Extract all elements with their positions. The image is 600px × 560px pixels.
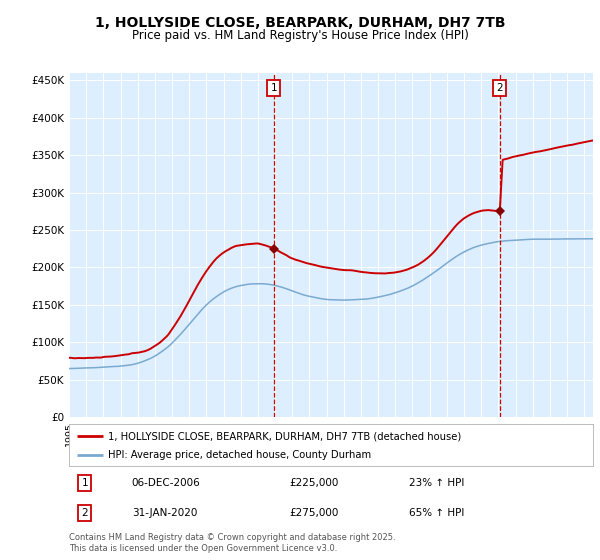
Text: 2: 2	[496, 83, 503, 93]
Text: Contains HM Land Registry data © Crown copyright and database right 2025.
This d: Contains HM Land Registry data © Crown c…	[69, 533, 395, 553]
Text: 1: 1	[271, 83, 277, 93]
Text: 23% ↑ HPI: 23% ↑ HPI	[409, 478, 465, 488]
Text: 06-DEC-2006: 06-DEC-2006	[132, 478, 200, 488]
Text: £275,000: £275,000	[289, 508, 338, 518]
Text: 65% ↑ HPI: 65% ↑ HPI	[409, 508, 465, 518]
Text: 1, HOLLYSIDE CLOSE, BEARPARK, DURHAM, DH7 7TB: 1, HOLLYSIDE CLOSE, BEARPARK, DURHAM, DH…	[95, 16, 505, 30]
Text: £225,000: £225,000	[289, 478, 338, 488]
Text: Price paid vs. HM Land Registry's House Price Index (HPI): Price paid vs. HM Land Registry's House …	[131, 29, 469, 42]
Text: HPI: Average price, detached house, County Durham: HPI: Average price, detached house, Coun…	[108, 450, 371, 460]
Text: 2: 2	[82, 508, 88, 518]
Text: 31-JAN-2020: 31-JAN-2020	[132, 508, 197, 518]
Text: 1, HOLLYSIDE CLOSE, BEARPARK, DURHAM, DH7 7TB (detached house): 1, HOLLYSIDE CLOSE, BEARPARK, DURHAM, DH…	[108, 431, 461, 441]
Text: 1: 1	[82, 478, 88, 488]
